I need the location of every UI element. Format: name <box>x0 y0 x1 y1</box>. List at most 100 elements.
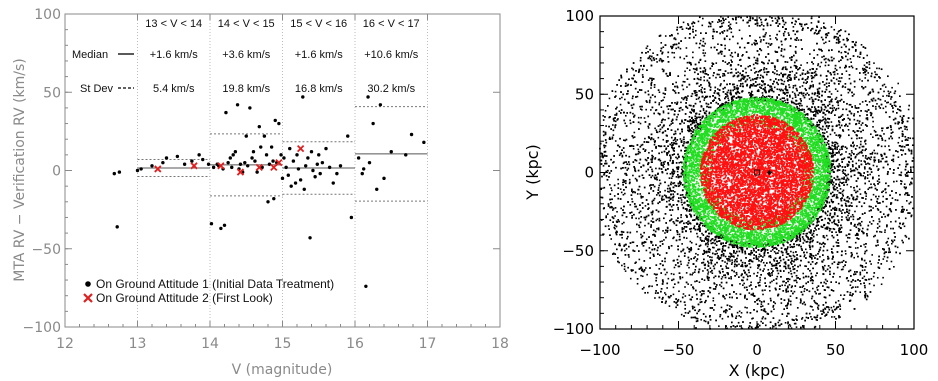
scatter-point <box>663 96 666 99</box>
scatter-point <box>687 95 689 97</box>
scatter-point <box>835 134 838 136</box>
scatter-point <box>694 34 697 36</box>
scatter-point <box>620 76 623 78</box>
scatter-point <box>786 99 789 101</box>
scatter-point <box>655 277 658 279</box>
scatter-point <box>778 324 780 327</box>
scatter-point <box>796 281 798 284</box>
attitude-1-point <box>367 160 372 165</box>
scatter-point <box>837 30 840 33</box>
scatter-point <box>632 241 635 244</box>
scatter-point <box>771 280 773 283</box>
attitude-1-point <box>331 181 335 185</box>
scatter-point <box>739 325 741 327</box>
scatter-point <box>835 78 838 81</box>
scatter-point <box>905 138 908 141</box>
scatter-point <box>737 87 740 89</box>
scatter-point <box>824 264 826 267</box>
scatter-point <box>906 209 908 211</box>
scatter-point <box>844 252 847 255</box>
scatter-point <box>865 262 867 264</box>
scatter-point <box>684 74 686 77</box>
attitude-1-point <box>139 167 143 171</box>
scatter-point <box>760 74 762 77</box>
attitude-1-point <box>279 153 283 157</box>
scatter-point <box>764 90 767 93</box>
scatter-point <box>730 31 733 34</box>
scatter-point <box>839 261 841 264</box>
scatter-point <box>692 316 695 319</box>
scatter-point <box>675 176 678 178</box>
scatter-point <box>623 151 625 154</box>
scatter-point <box>750 281 752 284</box>
scatter-point <box>852 218 855 221</box>
scatter-point <box>794 33 797 36</box>
scatter-point <box>820 61 823 64</box>
scatter-point <box>644 267 647 269</box>
scatter-point <box>851 151 853 154</box>
scatter-point <box>708 286 711 289</box>
scatter-point <box>701 117 703 120</box>
scatter-point <box>723 274 725 277</box>
scatter-point <box>700 76 702 79</box>
scatter-point <box>833 57 835 60</box>
scatter-point <box>662 69 665 71</box>
scatter-point <box>774 17 777 20</box>
scatter-point <box>684 181 687 184</box>
scatter-point <box>813 71 816 74</box>
attitude-1-point <box>296 167 301 171</box>
bin-stdev-text: 5.4 km/s <box>153 83 195 95</box>
scatter-point <box>617 118 619 120</box>
scatter-point <box>704 68 707 71</box>
scatter-point <box>675 156 677 159</box>
scatter-point <box>777 272 780 275</box>
scatter-point <box>833 207 835 210</box>
scatter-point <box>849 119 851 121</box>
scatter-point <box>854 106 857 109</box>
scatter-point <box>884 229 886 231</box>
scatter-point <box>613 195 616 197</box>
scatter-point <box>835 107 838 110</box>
scatter-point <box>601 154 603 157</box>
left-bin-stats: 13 < V < 14+1.6 km/s5.4 km/s14 < V < 15+… <box>137 18 428 202</box>
scatter-point <box>681 97 683 99</box>
scatter-point <box>726 258 728 260</box>
scatter-point <box>601 152 604 155</box>
scatter-point <box>862 231 864 233</box>
scatter-point <box>844 51 846 53</box>
scatter-point <box>635 81 638 84</box>
scatter-point <box>903 225 906 228</box>
scatter-point <box>894 199 897 201</box>
scatter-point <box>897 141 900 144</box>
legend-marker-attitude-2 <box>83 293 93 303</box>
scatter-point <box>662 138 665 141</box>
scatter-point <box>720 285 723 288</box>
scatter-point <box>652 52 654 54</box>
scatter-point <box>628 182 631 185</box>
scatter-point <box>609 184 611 186</box>
scatter-point <box>662 99 664 101</box>
attitude-1-point <box>382 176 386 181</box>
scatter-point <box>729 71 732 74</box>
scatter-point <box>715 250 717 252</box>
scatter-point <box>872 207 874 209</box>
scatter-point <box>635 178 638 181</box>
scatter-point <box>711 256 713 259</box>
scatter-point <box>646 45 649 47</box>
scatter-point <box>713 309 715 311</box>
scatter-point <box>673 56 676 59</box>
scatter-point <box>873 284 875 287</box>
scatter-point <box>900 180 903 183</box>
scatter-point <box>759 36 761 39</box>
scatter-point <box>736 311 739 314</box>
scatter-point <box>629 119 631 122</box>
scatter-point <box>874 71 876 73</box>
scatter-point <box>697 254 699 256</box>
row-label-stdev: St Dev <box>80 83 114 95</box>
scatter-point <box>784 66 787 68</box>
scatter-point <box>893 265 895 268</box>
scatter-point <box>831 179 833 181</box>
scatter-point <box>756 76 759 79</box>
scatter-point <box>669 105 672 107</box>
attitude-1-point <box>277 121 281 126</box>
